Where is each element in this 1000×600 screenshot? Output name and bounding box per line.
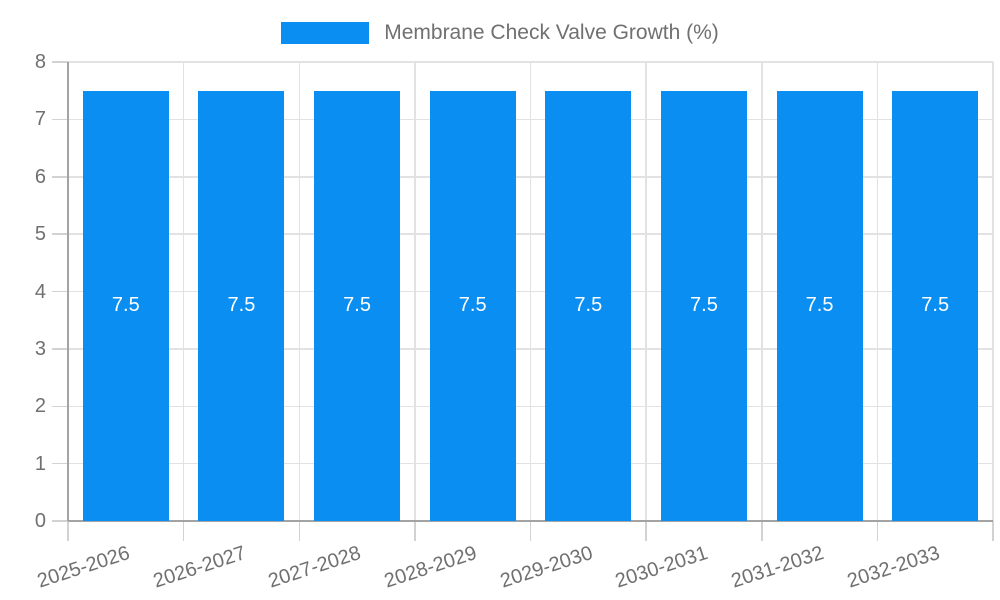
v-gridline [182,62,185,521]
v-gridline [529,62,532,521]
y-tick-label: 8 [34,51,46,73]
bar-value-label: 7.5 [921,294,950,317]
v-gridline [992,62,994,521]
y-tick [52,348,68,350]
y-tick-label: 0 [34,510,46,532]
x-tick [529,521,532,541]
x-tick-label: 2031-2032 [728,542,827,593]
x-tick [761,521,763,541]
x-tick [182,521,185,541]
bar[interactable]: 7.5 [314,90,401,521]
y-tick-label: 3 [34,337,46,360]
x-tick [67,521,69,541]
x-tick-label: 2025-2026 [34,542,133,593]
bar[interactable]: 7.5 [660,90,747,521]
y-tick-label: 5 [34,223,46,246]
y-tick [52,405,68,407]
x-tick [876,521,879,541]
bar-value-label: 7.5 [111,294,140,317]
legend-swatch [281,22,370,44]
bar-value-label: 7.5 [690,294,718,317]
bar[interactable]: 7.5 [776,90,863,521]
y-tick-label: 4 [34,280,46,303]
x-tick [298,521,300,541]
x-tick [645,521,647,541]
x-tick [992,521,994,541]
y-tick [52,118,68,121]
bar-value-label: 7.5 [343,294,371,317]
legend-label: Membrane Check Valve Growth (%) [384,21,719,44]
bar[interactable]: 7.5 [198,90,285,521]
x-tick-label: 2032-2033 [844,542,942,593]
v-gridline [414,62,416,521]
bar-value-label: 7.5 [805,294,834,317]
y-tick [52,520,68,522]
y-tick [52,290,68,293]
y-tick [52,233,68,235]
y-tick [52,462,68,465]
bar-value-label: 7.5 [574,294,603,317]
y-axis-line [67,62,69,521]
chart-legend[interactable]: Membrane Check Valve Growth (%) [0,21,1000,45]
x-tick-label: 2028-2029 [381,542,480,593]
x-tick-label: 2027-2028 [266,542,364,593]
x-tick-label: 2029-2030 [497,542,596,593]
bar[interactable]: 7.5 [429,90,516,521]
y-tick [52,176,68,178]
x-tick-label: 2026-2027 [150,542,249,593]
v-gridline [645,62,647,521]
v-gridline [298,62,300,521]
y-tick-label: 7 [34,108,46,131]
bar-value-label: 7.5 [227,294,256,317]
bar[interactable]: 7.5 [892,90,979,521]
x-axis-line [68,520,993,522]
y-tick-label: 2 [34,395,46,418]
y-tick [52,61,68,63]
bar[interactable]: 7.5 [545,90,632,521]
v-gridline [761,62,763,521]
x-tick [414,521,416,541]
x-tick-label: 2030-2031 [612,542,711,593]
y-tick-label: 6 [34,165,46,188]
y-tick-label: 1 [34,452,46,475]
bar[interactable]: 7.5 [82,90,169,521]
v-gridline [876,62,879,521]
bar-value-label: 7.5 [458,294,487,317]
